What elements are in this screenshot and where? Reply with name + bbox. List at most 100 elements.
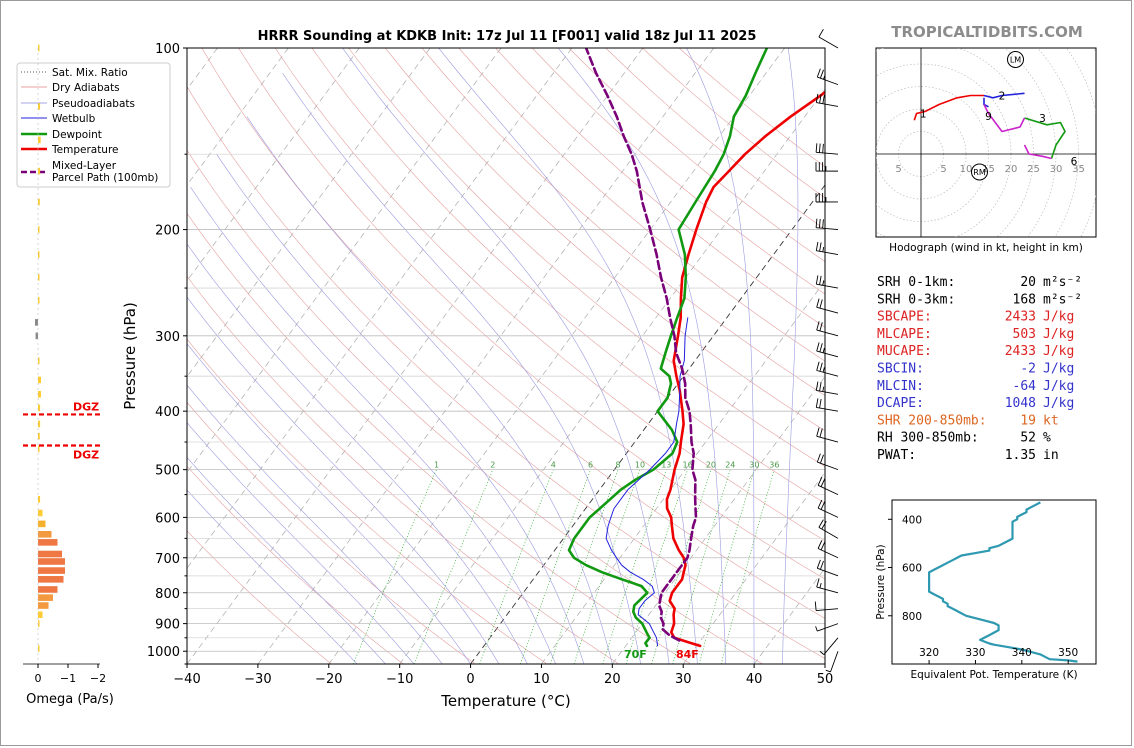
barb-flag [819,399,822,408]
barb-flag [819,275,822,285]
barb-flag [820,501,826,510]
mixing-ratio-label: 16 [683,461,693,470]
barb-staff [817,461,839,471]
theta-x-tick-label: 330 [965,647,985,659]
barb-flag [822,94,825,104]
barb-flag [815,93,819,103]
chart-legend: Sat. Mix. Ratio Dry Adiabats Pseudoadiab… [16,62,171,188]
stat-value: 19 [1020,413,1036,428]
mixing-ratio-line [479,469,554,664]
wind-barb [815,218,839,231]
omega-bar [38,274,40,281]
omega-bar [38,620,40,627]
x-tick-label: 0 [466,672,474,687]
omega-bar [38,539,58,546]
profile-mixed-layer [584,48,698,642]
barb-staff [817,484,839,496]
wind-barbs [814,28,839,673]
surface-temperature-label: 84F [676,648,699,661]
barb-flag [819,242,822,252]
mixing-ratio-label: 10 [635,461,645,470]
chart-title: HRRR Sounding at KDKB Init: 17z Jul 11 [… [258,29,757,44]
omega-bar [38,567,65,574]
wind-barb [825,651,839,673]
wind-barb [817,499,839,518]
stat-value: 2433 [1005,344,1036,359]
omega-bar [38,520,46,528]
stat-label: MLCAPE: [877,327,932,342]
stat-unit: J/kg [1043,327,1074,342]
omega-panel: DGZ DGZ 0 −1 −2 Omega (Pa/s) [23,44,114,707]
omega-bar [38,420,41,428]
theta-e-panel: 320 330 340 350 400 600 800 Equivalent Pot. Te… [875,499,1097,681]
hodo-height-label: 3 [1039,113,1046,125]
omega-bar [38,103,41,110]
barb-half-flag [822,386,825,392]
omega-bar [38,550,62,558]
x-tick-label: −20 [315,672,342,687]
y-tick-label: 400 [155,405,180,420]
hodo-height-label: 9 [985,111,992,123]
pseudoadiabat [187,296,500,664]
omega-bar [38,251,40,258]
wind-barb [816,453,839,471]
dry-adiabat [187,149,763,664]
barb-staff [816,608,839,612]
omega-bar [38,645,40,652]
omega-bar [35,332,38,340]
barb-flag [819,382,822,392]
barb-flag [816,361,820,371]
x-tick-label: −30 [244,672,271,687]
barb-half-flag [825,669,831,673]
stat-label: SBCAPE: [877,310,932,325]
barb-flag [822,143,824,153]
isotherm-line [187,48,644,664]
wind-barb [816,342,839,358]
wind-barb [816,321,839,337]
barb-flag [820,541,826,551]
stat-label: MUCAPE: [877,344,932,359]
stat-label: DCAPE: [877,396,924,411]
mixing-ratio-line [520,469,591,664]
legend-item-dry: Dry Adiabats [52,82,120,94]
y-axis-label: Pressure (hPa) [121,302,139,410]
omega-axis-label: Omega (Pa/s) [26,692,114,707]
sounding-profiles [567,48,825,648]
x-tick-label: 30 [675,672,692,687]
omega-bar [38,167,41,175]
pseudoadiabat [187,243,528,664]
legend-item-wetbulb: Wetbulb [52,113,96,125]
barb-flag [819,454,824,464]
legend-box [16,62,171,188]
legend-item-mixratio: Sat. Mix. Ratio [52,67,128,79]
stat-value: 503 [1013,327,1036,342]
wind-barb [815,241,839,255]
x-tick-label: 50 [817,672,834,687]
pseudoadiabat [782,48,799,664]
theta-e-axes: 320 330 340 350 400 600 800 [888,514,1078,664]
legend-item-parcel: Mixed-Layer Parcel Path (100mb) [52,160,158,184]
pseudoadiabat [187,456,386,664]
hodo-ring-label: 25 [1027,164,1040,175]
hodo-ring-label: 20 [1005,164,1018,175]
stat-unit: J/kg [1043,379,1074,394]
barb-flag [819,322,823,332]
theta-x-tick-label: 350 [1058,647,1078,659]
sounding-parameters: SRH 0-1km: 20 m²s⁻² SRH 0-3km: 168 m²s⁻² SBCAP… [877,275,1082,463]
isotherm-line [399,88,825,664]
barb-flag [815,275,819,285]
stat-value: 20 [1020,275,1036,290]
stat-label: PWAT: [877,448,916,463]
stat-value: 168 [1013,292,1036,307]
barb-flag [816,559,821,569]
y-tick-label: 500 [155,464,180,479]
dry-adiabat [187,275,620,664]
mixing-ratio-label: 1 [434,461,439,470]
dry-adiabat [187,465,404,664]
mixing-ratio-line [352,469,437,664]
barb-flag [816,427,820,437]
dry-adiabat [187,85,825,659]
dry-adiabat [238,48,825,580]
barb-staff [816,406,839,412]
pseudoadiabat [187,343,471,664]
